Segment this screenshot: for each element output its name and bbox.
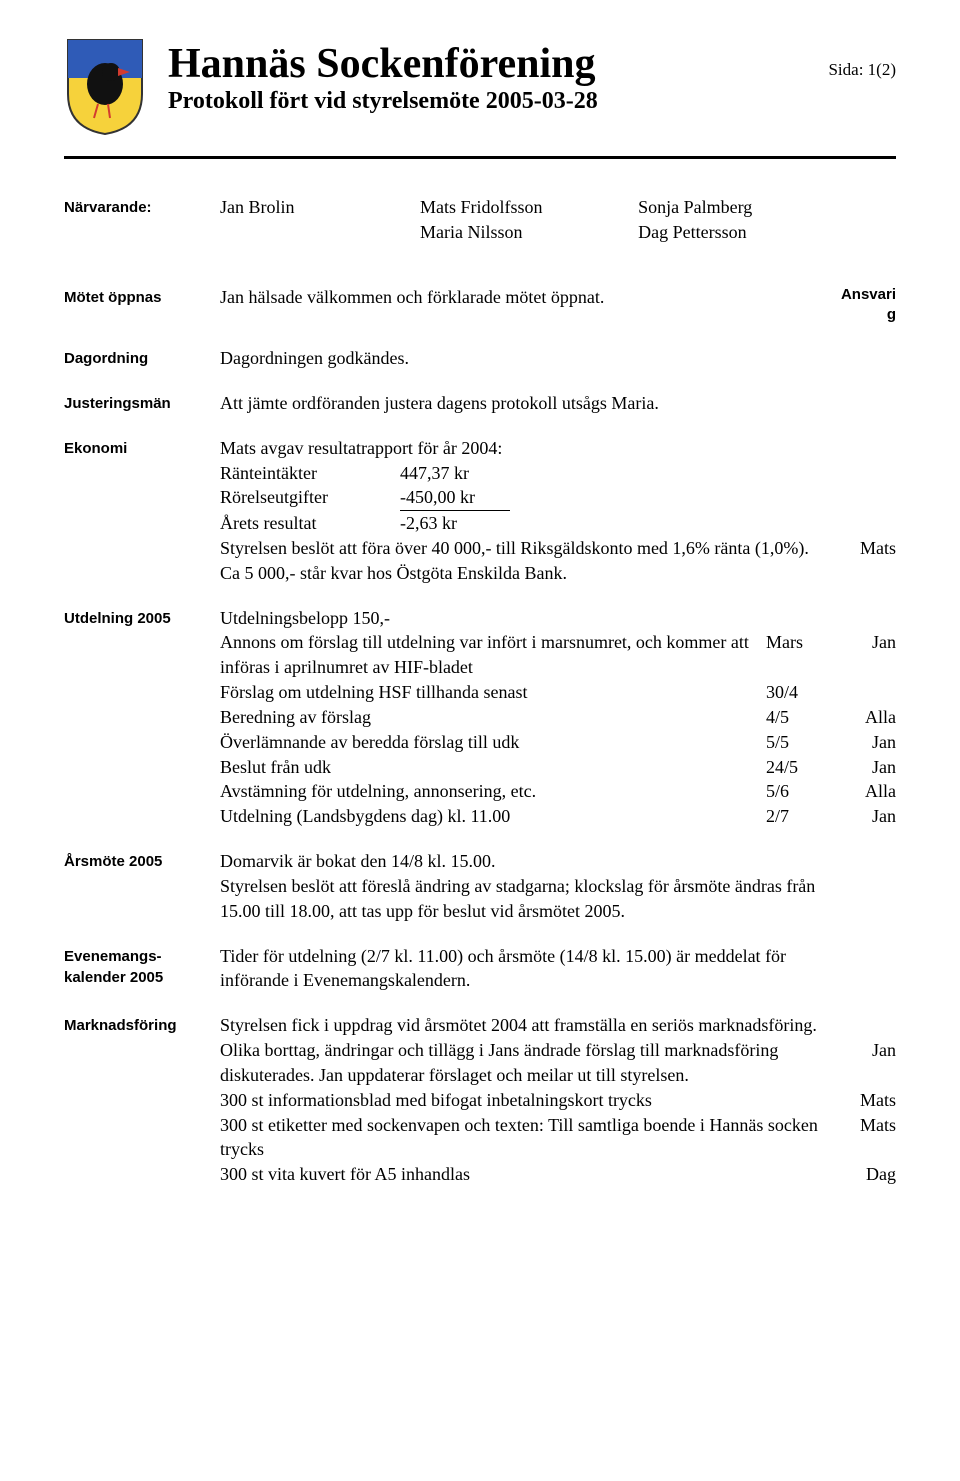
agenda-label: Dagordning: [64, 346, 220, 371]
opening-text: Jan hälsade välkommen och förklarade möt…: [220, 285, 826, 326]
schedule-item-text: Beredning av förslag: [220, 705, 766, 730]
economy-row: Ekonomi Mats avgav resultatrapport för å…: [64, 436, 896, 586]
economy-tail: Styrelsen beslöt att föra över 40 000,- …: [220, 536, 826, 586]
economy-responsible: Mats: [826, 436, 896, 586]
attendee: [220, 220, 420, 245]
marketing-row: Marknadsföring Styrelsen fick i uppdrag …: [64, 1013, 896, 1187]
schedule-item-responsible: [836, 680, 896, 705]
schedule-item-date: Mars: [766, 630, 836, 680]
schedule-item-responsible: Alla: [836, 779, 896, 804]
crest-icon: [64, 38, 146, 136]
attendee: Sonja Palmberg: [638, 195, 826, 220]
schedule-item-date: 5/6: [766, 779, 836, 804]
schedule-item-date: 5/5: [766, 730, 836, 755]
attendee: Jan Brolin: [220, 195, 420, 220]
doc-subtitle: Protokoll fört vid styrelsemöte 2005-03-…: [168, 88, 806, 115]
marketing-item-text: Olika borttag, ändringar och tillägg i J…: [220, 1038, 836, 1088]
schedule-item-text: Förslag om utdelning HSF tillhanda senas…: [220, 680, 766, 705]
economy-item-label: Rörelseutgifter: [220, 485, 400, 511]
marketing-item-text: 300 st etiketter med sockenvapen och tex…: [220, 1113, 836, 1163]
schedule-item-text: Utdelning (Landsbygdens dag) kl. 11.00: [220, 804, 766, 829]
schedule-item-date: 24/5: [766, 755, 836, 780]
adjusters-row: Justeringsmän Att jämte ordföranden just…: [64, 391, 896, 416]
calendar-label: Evenemangs- kalender 2005: [64, 944, 220, 994]
opening-label: Mötet öppnas: [64, 285, 220, 326]
marketing-item-text: 300 st vita kuvert för A5 inhandlas: [220, 1162, 836, 1187]
schedule-item-text: Beslut från udk: [220, 755, 766, 780]
economy-item-value: 447,37 kr: [400, 461, 510, 486]
attendee: Dag Pettersson: [638, 220, 826, 245]
marketing-item-responsible: Dag: [836, 1162, 896, 1187]
annual-label: Årsmöte 2005: [64, 849, 220, 923]
responsible-header: Ansvari g: [826, 285, 896, 326]
distribution-row: Utdelning 2005 Utdelningsbelopp 150,- An…: [64, 606, 896, 829]
economy-label: Ekonomi: [64, 436, 220, 586]
marketing-item-responsible: Mats: [836, 1088, 896, 1113]
economy-intro: Mats avgav resultatrapport för år 2004:: [220, 436, 826, 461]
schedule-item-text: Annons om förslag till utdelning var inf…: [220, 630, 766, 680]
economy-item-label: Årets resultat: [220, 511, 400, 536]
schedule-item-date: 2/7: [766, 804, 836, 829]
adjusters-text: Att jämte ordföranden justera dagens pro…: [220, 391, 826, 416]
marketing-item-text: 300 st informationsblad med bifogat inbe…: [220, 1088, 836, 1113]
attendee: Mats Fridolfsson: [420, 195, 638, 220]
economy-item-value: -450,00 kr: [400, 485, 510, 511]
agenda-text: Dagordningen godkändes.: [220, 346, 826, 371]
attendance-row: Närvarande: Jan Brolin Mats Fridolfsson …: [64, 195, 896, 245]
annual-text: Domarvik är bokat den 14/8 kl. 15.00. St…: [220, 849, 826, 923]
document-header: Hannäs Sockenförening Protokoll fört vid…: [64, 38, 896, 136]
calendar-row: Evenemangs- kalender 2005 Tider för utde…: [64, 944, 896, 994]
schedule-item-responsible: Jan: [836, 804, 896, 829]
org-title: Hannäs Sockenförening: [168, 42, 806, 86]
schedule-item-responsible: Alla: [836, 705, 896, 730]
marketing-label: Marknadsföring: [64, 1013, 220, 1187]
marketing-intro: Styrelsen fick i uppdrag vid årsmötet 20…: [220, 1013, 896, 1038]
schedule-item-text: Överlämnande av beredda förslag till udk: [220, 730, 766, 755]
header-rule: [64, 156, 896, 159]
opening-row: Mötet öppnas Jan hälsade välkommen och f…: [64, 285, 896, 326]
schedule-item-date: 4/5: [766, 705, 836, 730]
attendee: Maria Nilsson: [420, 220, 638, 245]
schedule-item-responsible: Jan: [836, 630, 896, 680]
adjusters-label: Justeringsmän: [64, 391, 220, 416]
schedule-item-date: 30/4: [766, 680, 836, 705]
marketing-item-responsible: Mats: [836, 1113, 896, 1163]
distribution-head: Utdelningsbelopp 150,-: [220, 606, 896, 631]
economy-item-value: -2,63 kr: [400, 511, 510, 536]
marketing-item-responsible: Jan: [836, 1038, 896, 1088]
page-number: Sida: 1(2): [828, 38, 896, 80]
attendance-label: Närvarande:: [64, 195, 220, 245]
distribution-label: Utdelning 2005: [64, 606, 220, 829]
calendar-text: Tider för utdelning (2/7 kl. 11.00) och …: [220, 944, 826, 994]
schedule-item-responsible: Jan: [836, 755, 896, 780]
schedule-item-responsible: Jan: [836, 730, 896, 755]
economy-item-label: Ränteintäkter: [220, 461, 400, 486]
agenda-row: Dagordning Dagordningen godkändes.: [64, 346, 896, 371]
schedule-item-text: Avstämning för utdelning, annonsering, e…: [220, 779, 766, 804]
annual-row: Årsmöte 2005 Domarvik är bokat den 14/8 …: [64, 849, 896, 923]
